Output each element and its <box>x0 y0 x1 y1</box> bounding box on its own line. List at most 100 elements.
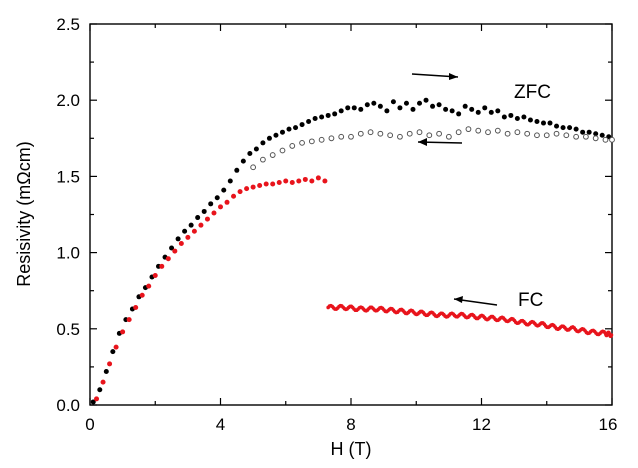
data-point <box>586 129 592 135</box>
data-point <box>495 108 501 114</box>
data-point <box>543 132 550 139</box>
data-point <box>534 119 540 125</box>
data-point <box>573 126 579 132</box>
data-point <box>120 329 126 335</box>
data-point <box>332 111 338 117</box>
data-point <box>279 147 286 154</box>
data-point <box>328 135 335 142</box>
data-point <box>384 108 390 114</box>
data-point <box>250 184 256 190</box>
data-point <box>527 117 533 123</box>
data-point <box>100 379 106 385</box>
data-point <box>357 130 364 137</box>
data-point <box>423 97 429 103</box>
data-point <box>126 317 132 323</box>
data-point <box>390 99 396 105</box>
data-point <box>599 132 605 138</box>
data-point <box>443 106 449 112</box>
data-point <box>152 272 158 278</box>
data-point <box>208 201 214 207</box>
data-point <box>406 130 413 137</box>
data-point <box>299 139 305 146</box>
data-point <box>377 103 383 109</box>
x-tick-label-0: 0 <box>85 415 94 434</box>
data-point <box>237 189 243 195</box>
data-point <box>534 132 540 139</box>
data-point <box>273 132 279 138</box>
data-point <box>227 178 233 184</box>
data-point <box>276 180 282 185</box>
data-point <box>456 111 462 117</box>
data-point <box>191 228 197 234</box>
data-point <box>257 183 263 189</box>
data-point <box>270 181 276 187</box>
data-point <box>315 175 321 181</box>
data-point <box>97 387 103 393</box>
data-point <box>308 138 315 145</box>
data-point <box>348 133 354 140</box>
data-point <box>465 126 472 133</box>
data-point <box>462 103 468 109</box>
series-filled-black <box>90 97 612 405</box>
data-point <box>221 187 227 193</box>
data-point <box>397 105 403 111</box>
data-point <box>592 135 599 142</box>
data-point <box>113 344 119 350</box>
data-point <box>540 120 546 126</box>
data-point <box>338 108 344 114</box>
data-point <box>430 103 436 109</box>
axis-ticks <box>89 23 613 406</box>
data-point <box>583 133 589 140</box>
data-point <box>475 109 481 115</box>
data-point <box>224 199 230 205</box>
data-point <box>609 136 615 143</box>
data-point <box>367 129 374 136</box>
data-point <box>244 186 250 192</box>
data-point <box>514 115 520 121</box>
data-point <box>289 180 295 185</box>
data-point <box>580 129 586 135</box>
annotations: ZFC FC <box>411 73 551 311</box>
data-point <box>286 126 292 132</box>
data-point <box>175 236 181 242</box>
y-tick-label-2-5: 2.5 <box>56 15 80 34</box>
data-point <box>165 256 171 262</box>
data-point <box>201 208 207 214</box>
data-point <box>469 106 475 112</box>
data-point <box>260 140 266 146</box>
data-point <box>299 122 305 128</box>
y-tick-label-1-5: 1.5 <box>56 167 80 186</box>
data-point <box>182 228 188 234</box>
data-point <box>602 136 609 143</box>
data-point <box>377 130 384 137</box>
series-layer <box>90 97 615 405</box>
data-point <box>371 100 377 106</box>
data-point <box>449 108 455 114</box>
series-open-circle <box>250 126 615 171</box>
data-point <box>436 130 442 137</box>
data-point <box>504 130 511 137</box>
data-point <box>107 361 113 367</box>
data-point <box>358 106 364 112</box>
x-tick-label-8: 8 <box>346 415 355 434</box>
data-point <box>260 156 266 163</box>
data-point <box>293 125 299 131</box>
y-tick-label-1-0: 1.0 <box>56 244 80 263</box>
data-point <box>211 210 217 216</box>
data-point <box>318 136 325 143</box>
data-point <box>475 127 482 134</box>
data-point <box>185 234 191 240</box>
data-point <box>416 129 423 136</box>
data-point <box>524 130 531 137</box>
x-tick-label-4: 4 <box>216 415 225 434</box>
zfc-label: ZFC <box>514 82 551 103</box>
data-point <box>146 283 152 289</box>
data-point <box>250 164 257 171</box>
fc-label: FC <box>518 290 543 311</box>
data-point <box>289 143 296 149</box>
data-point <box>159 263 165 269</box>
data-point <box>169 245 175 251</box>
y-tick-label-0-0: 0.0 <box>56 396 80 415</box>
series-filled-red <box>94 175 328 402</box>
data-point <box>198 222 204 228</box>
